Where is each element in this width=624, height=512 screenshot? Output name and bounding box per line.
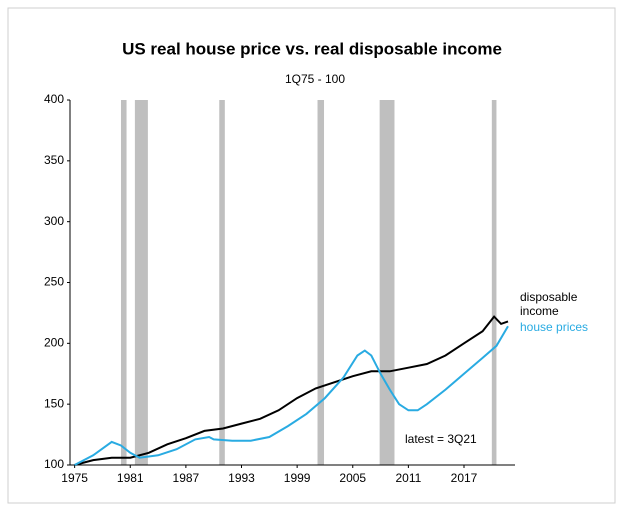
series-label: disposable income (520, 290, 578, 318)
series-line (74, 315, 509, 466)
x-tick-label: 2005 (339, 471, 366, 485)
x-tick-label: 1999 (284, 471, 311, 485)
x-tick-label: 1993 (228, 471, 255, 485)
x-tick-label: 1987 (173, 471, 200, 485)
y-tick-label: 400 (44, 92, 64, 106)
recession-band (219, 100, 225, 465)
x-tick-label: 1975 (61, 471, 88, 485)
recession-band (491, 100, 497, 465)
frame (7, 7, 616, 504)
x-tick-label: 2017 (451, 471, 478, 485)
x-tick-label: 1981 (117, 471, 144, 485)
y-tick-label: 350 (44, 153, 64, 167)
recession-band (317, 100, 325, 465)
y-tick-label: 150 (44, 396, 64, 410)
chart-title: US real house price vs. real disposable … (122, 39, 502, 58)
series-line (74, 325, 509, 466)
series-label: house prices (520, 320, 589, 334)
y-tick-label: 250 (44, 275, 64, 289)
y-tick-label: 300 (44, 214, 64, 228)
recession-band (134, 100, 148, 465)
y-tick-label: 100 (44, 457, 64, 471)
chart-subtitle: 1Q75 - 100 (285, 72, 345, 86)
x-tick-label: 2011 (395, 471, 421, 485)
annotation: latest = 3Q21 (405, 432, 477, 446)
y-tick-label: 200 (44, 336, 64, 350)
recession-band (120, 100, 127, 465)
recession-band (379, 100, 395, 465)
